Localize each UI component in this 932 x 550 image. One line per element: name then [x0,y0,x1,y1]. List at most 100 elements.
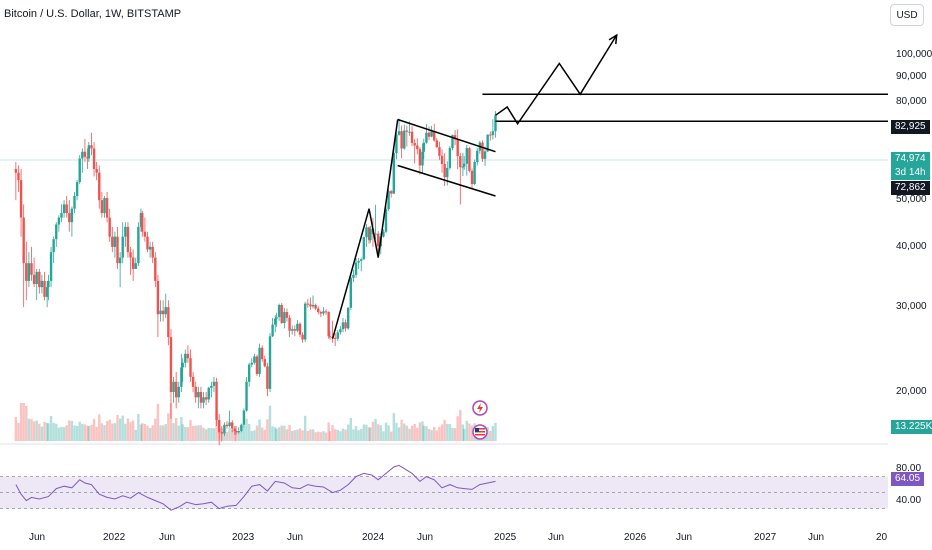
candle-body [141,213,144,232]
candle-body [459,156,462,168]
volume-bar [319,432,323,441]
candle-body [425,132,428,143]
volume-bar [143,424,147,441]
volume-bar [416,427,419,441]
volume-bar [421,421,424,441]
volume-bar [126,418,130,441]
projection-path[interactable] [495,34,618,126]
candle-body [111,236,114,247]
volume-bar [204,429,208,441]
rsi-pane[interactable] [0,464,888,511]
volume-bar [446,423,449,441]
x-tick-label: Jun [29,532,46,543]
x-tick-label: Jun [417,532,434,543]
volume-bar [245,418,248,441]
candle-body [180,367,183,387]
candle-body [314,305,317,309]
rsi-line[interactable] [15,464,496,511]
candle-body [199,392,203,403]
volume-bar [87,426,91,441]
flash-event-icon[interactable] [472,400,488,416]
candle-body [186,353,190,359]
volume-bar [95,426,98,441]
channel-lower-line[interactable] [397,164,496,197]
volume-bar [231,429,234,441]
candle-body [333,337,337,339]
volume-bar [357,430,360,441]
candle-body [223,424,226,434]
candle-body [234,431,238,433]
candle-body [384,209,388,232]
candle-body [27,263,31,281]
x-tick-label: Jun [548,532,565,543]
candle-body [245,381,248,411]
volume-bar [151,425,154,441]
volume-bar [362,424,366,441]
volume-bar [260,427,264,441]
candle-body [408,131,411,133]
volume-bar [247,424,251,441]
candle-body [204,397,208,400]
candle-body [242,410,246,425]
us-flag-event-icon[interactable] [472,424,488,440]
candle-body [57,217,61,225]
x-tick-label: Jun [808,532,825,543]
volume-bar [360,428,363,441]
volume-bar [489,430,492,441]
candle-body [118,257,122,264]
candle-body [451,135,454,149]
candle-body [98,172,101,201]
volume-bar [55,423,58,441]
volume-bar [453,428,457,441]
x-tick-label: 2022 [103,532,126,543]
candle-body [49,252,53,281]
volume-bar [463,428,466,441]
volume-bar [32,421,36,441]
candle-body [311,305,315,307]
drawing-annotations[interactable] [331,33,888,339]
candle-body [197,392,200,398]
volume-bar [275,428,278,441]
candle-body [465,148,469,164]
candle-body [184,353,187,363]
volume-bar [62,427,66,441]
volume-bar [459,409,462,441]
volume-bar [134,430,137,441]
volume-bar [212,428,216,441]
candle-body [275,317,278,319]
candle-body [486,134,489,152]
volume-bar [148,427,152,441]
candle-body [81,151,84,159]
volume-bar [354,426,358,441]
candle-body [148,246,152,250]
impulse-wave-line[interactable] [331,119,399,339]
volume-bar [139,424,143,441]
channel-upper-line[interactable] [397,118,496,153]
candle-body [233,428,237,432]
currency-button[interactable]: USD [890,4,924,26]
candle-body [271,324,274,337]
volume-bar [73,425,76,441]
volume-bar [17,422,20,441]
volume-bar [184,427,187,441]
countdown-label: 3d 14h [891,166,930,180]
x-tick-label: 2023 [232,532,255,543]
candle-body [103,198,106,214]
volume-bar [410,425,414,441]
volume-bar [92,418,96,441]
candle-body [137,226,140,264]
symbol-title: Bitcoin / U.S. Dollar, 1W, BITSTAMP [4,8,182,20]
candle-body [303,303,307,340]
volume-bar [78,421,81,441]
candle-body [438,147,441,156]
volume-bar [341,428,345,441]
volume-bar [392,413,396,441]
x-tick-label: Jun [676,532,693,543]
volume-bar [108,419,111,441]
candle-body [38,271,41,288]
candle-body [461,166,465,168]
candle-body [301,334,304,340]
candlestick-series[interactable] [14,111,497,446]
candle-body [105,198,109,218]
